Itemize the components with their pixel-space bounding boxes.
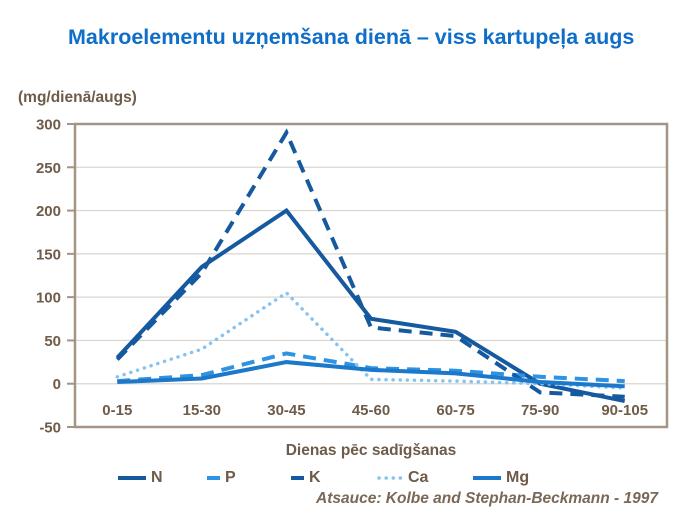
legend-item-ca: Ca bbox=[377, 466, 428, 490]
svg-text:75-90: 75-90 bbox=[521, 402, 559, 419]
chart-legend: N P K Ca Mg bbox=[0, 466, 690, 490]
legend-label-p: P bbox=[225, 469, 236, 486]
svg-text:250: 250 bbox=[36, 160, 61, 177]
legend-label-n: N bbox=[151, 469, 163, 486]
chart-title: Makroelementu uzņemšana dienā – viss kar… bbox=[68, 25, 635, 49]
legend-marker-k-dashed-line bbox=[291, 469, 304, 487]
svg-text:15-30: 15-30 bbox=[183, 402, 221, 419]
svg-text:0: 0 bbox=[53, 376, 61, 393]
svg-text:30-45: 30-45 bbox=[267, 402, 305, 419]
svg-text:100: 100 bbox=[36, 290, 61, 307]
svg-text:50: 50 bbox=[44, 333, 61, 350]
svg-text:300: 300 bbox=[36, 117, 61, 134]
legend-label-ca: Ca bbox=[408, 469, 429, 486]
svg-text:0-15: 0-15 bbox=[102, 402, 132, 419]
legend-marker-p-dashed-line bbox=[207, 469, 220, 487]
svg-text:45-60: 45-60 bbox=[352, 402, 390, 419]
legend-item-n: N bbox=[118, 466, 163, 490]
legend-item-p: P bbox=[207, 466, 236, 490]
y-axis-unit-label: (mg/dienā/augs) bbox=[18, 89, 137, 106]
legend-item-k: K bbox=[291, 466, 321, 490]
svg-text:200: 200 bbox=[36, 203, 61, 220]
svg-text:90-105: 90-105 bbox=[601, 402, 648, 419]
legend-marker-mg-solid-line bbox=[473, 469, 501, 487]
line-chart-plot-area: -50 0 50 100 150 200 250 300 0-15 15-30 30-45 45-60… bbox=[36, 117, 669, 459]
legend-label-k: K bbox=[309, 469, 321, 486]
legend-item-mg: Mg bbox=[473, 466, 529, 490]
legend-marker-n-solid-line bbox=[118, 469, 146, 487]
source-citation: Atsauce: Kolbe and Stephan-Beckmann - 19… bbox=[316, 490, 658, 507]
legend-marker-ca-dotted-line bbox=[377, 469, 403, 487]
svg-text:60-75: 60-75 bbox=[436, 402, 474, 419]
legend-label-mg: Mg bbox=[506, 469, 530, 486]
svg-text:-50: -50 bbox=[39, 420, 61, 437]
svg-text:150: 150 bbox=[36, 246, 61, 263]
svg-text:Dienas pēc sadīgšanas: Dienas pēc sadīgšanas bbox=[286, 442, 457, 459]
